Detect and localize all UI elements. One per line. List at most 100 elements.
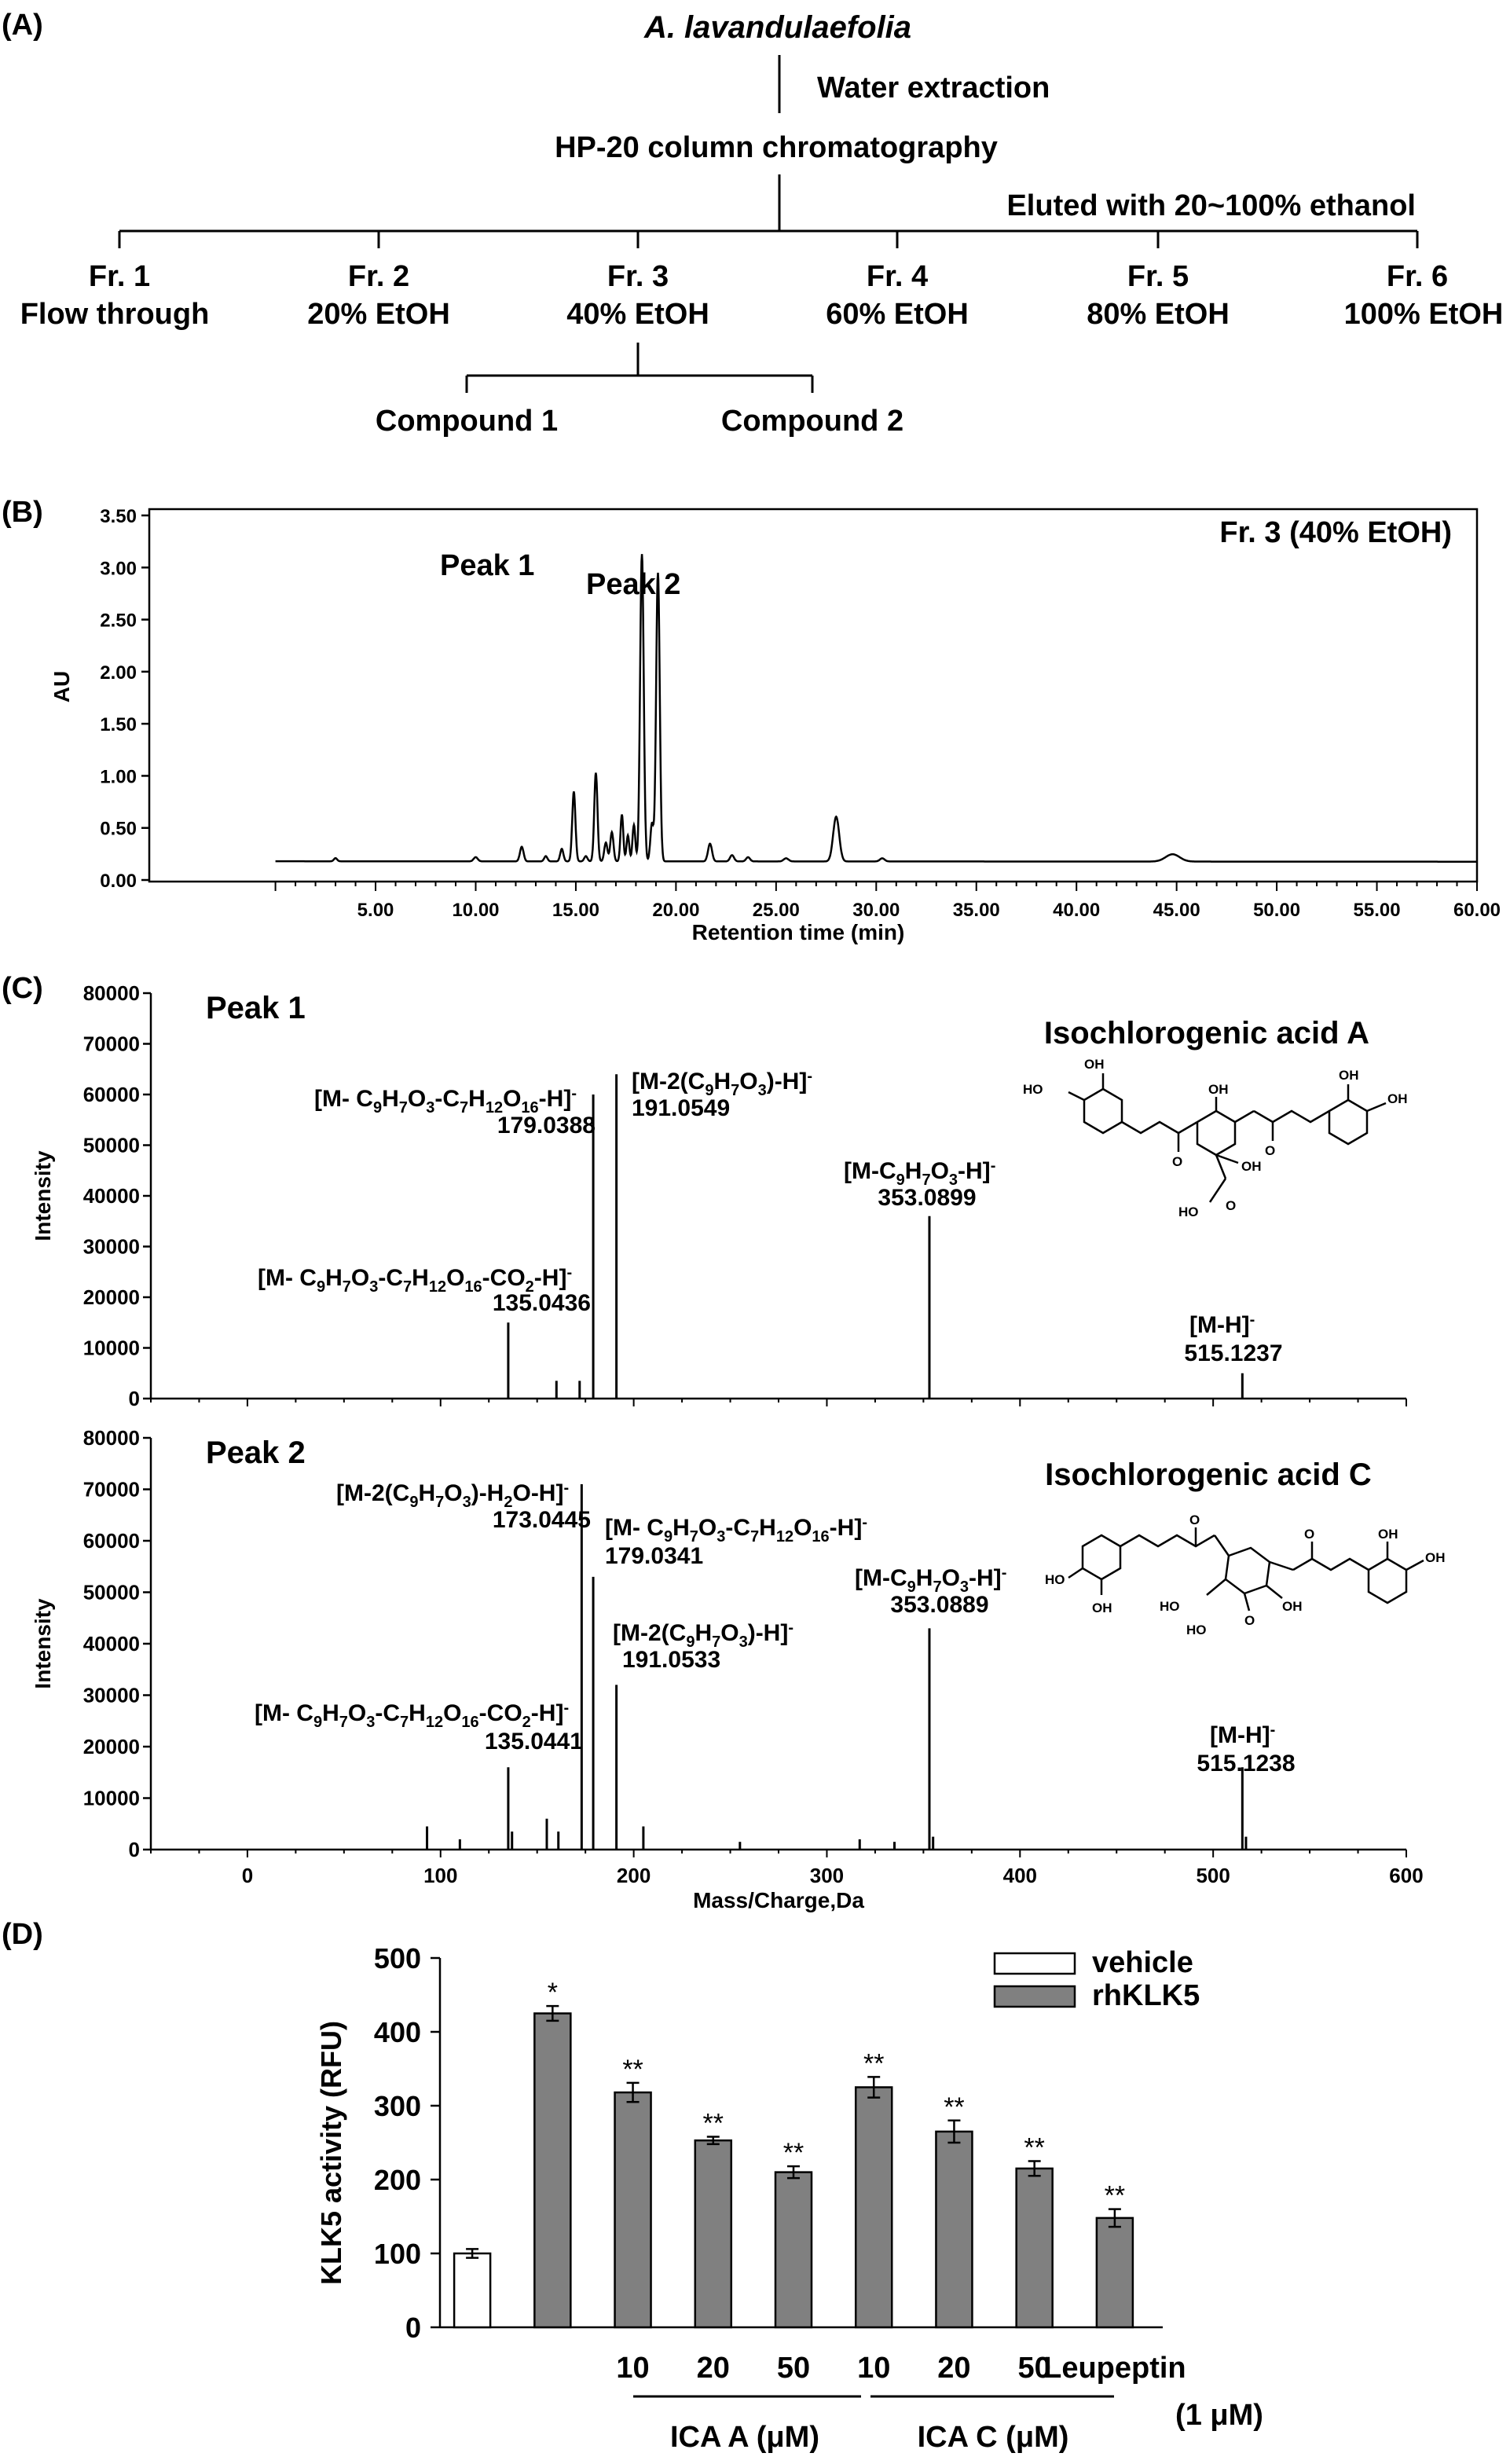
svg-text:HO: HO: [1178, 1204, 1199, 1219]
y-tick-label: 20000: [83, 1735, 140, 1758]
ion-label-179: [M- C9H7O3-C7H12O16-H]- 179.0388: [314, 1085, 596, 1138]
ion-value: 191.0533: [622, 1647, 720, 1673]
compound-name: Isochlorogenic acid C: [1045, 1458, 1372, 1492]
peak-label: Peak 2: [206, 1436, 306, 1470]
legend-label-vehicle: vehicle: [1092, 1946, 1193, 1979]
ion-value: 179.0341: [605, 1543, 703, 1569]
significance-marker: **: [863, 2048, 884, 2078]
y-axis-label: KLK5 activity (RFU): [315, 2021, 347, 2285]
svg-text:HO: HO: [1023, 1082, 1043, 1097]
ion-value: 191.0549: [632, 1095, 730, 1121]
x-tick-label: 60.00: [1453, 900, 1501, 921]
legend-swatch-vehicle: [993, 1952, 1076, 1975]
annotation-peak-2: Peak 2: [586, 568, 680, 601]
y-tick-label: 80000: [83, 1426, 140, 1450]
category-label: Leupeptin: [1043, 2352, 1186, 2385]
compound-2: Compound 2: [721, 405, 903, 438]
step-hp20: HP-20 column chromatography: [555, 131, 998, 164]
legend: vehicle rhKLK5: [993, 1946, 1200, 2012]
svg-text:[M- C9H7O3-C7H12O16-H]-: [M- C9H7O3-C7H12O16-H]-: [605, 1514, 867, 1546]
svg-text:[M-2(C9H7O3)-H]-: [M-2(C9H7O3)-H]-: [632, 1068, 812, 1099]
fraction-ticks: [118, 231, 1419, 248]
y-tick-label: 60000: [83, 1529, 140, 1553]
fraction-desc: 80% EtOH: [1087, 298, 1230, 331]
ion-label-179b: [M- C9H7O3-C7H12O16-H]- 179.0341: [605, 1514, 867, 1569]
structure-isochlorogenic-acid-c: HO OH O HO HO O OH O OH OH: [1045, 1512, 1446, 1637]
y-tick-label: 200: [374, 2164, 421, 2196]
svg-text:OH: OH: [1378, 1527, 1398, 1542]
fraction-desc: 40% EtOH: [566, 298, 709, 331]
ion-value: 515.1238: [1197, 1751, 1295, 1776]
panel-b: (B) Fr. 3 (40% EtOH) Peak 1 Peak 2 AU Re…: [2, 496, 1501, 944]
svg-text:[M- C9H7O3-C7H12O16-H]-: [M- C9H7O3-C7H12O16-H]-: [314, 1085, 577, 1116]
y-tick-label: 70000: [83, 1032, 140, 1056]
ion-label-135b: [M- C9H7O3-C7H12O16-CO2-H]- 135.0441: [255, 1700, 583, 1754]
y-tick-label: 60000: [83, 1083, 140, 1106]
y-tick-label: 80000: [83, 981, 140, 1005]
x-axis-label: Retention time (min): [692, 920, 905, 944]
y-tick-label: 3.00: [100, 558, 137, 579]
annotation-peak-1: Peak 1: [440, 549, 534, 582]
peak-label: Peak 1: [206, 991, 306, 1025]
legend-swatch-rhklk5: [993, 1985, 1076, 2008]
ion-label-353b: [M-C9H7O3-H]- 353.0889: [855, 1564, 1006, 1618]
x-tick-label: 5.00: [357, 900, 394, 921]
significance-marker: **: [703, 2108, 724, 2138]
ion-label-353: [M-C9H7O3-H]- 353.0899: [844, 1157, 995, 1211]
ms-spectrum-peak-1: 0 10000 20000 30000 40000 50000 60000 70000 8000…: [31, 981, 1407, 1410]
x-tick-label: 400: [1003, 1864, 1037, 1887]
x-tick-label: 20.00: [652, 900, 699, 921]
fraction-labels: Fr. 1 Flow through Fr. 2 20% EtOH Fr. 3 …: [20, 260, 1504, 331]
ion-value: 353.0899: [878, 1185, 976, 1211]
elution-note: Eluted with 20~100% ethanol: [1006, 189, 1416, 222]
x-tick-label: 30.00: [852, 900, 900, 921]
svg-text:[M-C9H7O3-H]-: [M-C9H7O3-H]-: [844, 1157, 995, 1189]
fraction-desc: 60% EtOH: [826, 298, 969, 331]
y-tick-label: 50000: [83, 1581, 140, 1604]
bar: [935, 2130, 973, 2329]
svg-text:[M-H]-: [M-H]-: [1210, 1722, 1275, 1748]
svg-text:[M-C9H7O3-H]-: [M-C9H7O3-H]-: [855, 1564, 1006, 1596]
panel-a-label: (A): [2, 9, 43, 42]
svg-text:O: O: [1226, 1198, 1236, 1213]
svg-text:O: O: [1244, 1613, 1255, 1628]
significance-marker: **: [622, 2055, 643, 2084]
svg-text:OH: OH: [1092, 1600, 1112, 1615]
x-tick-label: 35.00: [953, 900, 1000, 921]
x-tick-label: 200: [617, 1864, 651, 1887]
fraction-name: Fr. 3: [607, 260, 669, 293]
fraction-name: Fr. 5: [1127, 260, 1189, 293]
x-tick-label: 100: [423, 1864, 457, 1887]
svg-text:O: O: [1189, 1512, 1200, 1527]
compound-name: Isochlorogenic acid A: [1044, 1016, 1369, 1050]
svg-text:O: O: [1172, 1154, 1182, 1169]
fraction-name: Fr. 4: [867, 260, 928, 293]
y-tick-label: 0.50: [100, 819, 137, 840]
svg-text:[M-2(C9H7O3)-H]-: [M-2(C9H7O3)-H]-: [613, 1619, 793, 1651]
bar: [1095, 2216, 1134, 2329]
y-tick-label: 30000: [83, 1235, 140, 1259]
panel-a: (A) A. lavandulaefolia Water extraction …: [2, 9, 1503, 438]
svg-text:[M- C9H7O3-C7H12O16-CO2-H]-: [M- C9H7O3-C7H12O16-CO2-H]-: [258, 1264, 572, 1296]
compound-1: Compound 1: [376, 405, 558, 438]
fraction-name: Fr. 1: [89, 260, 150, 293]
svg-text:OH: OH: [1084, 1057, 1105, 1072]
svg-text:OH: OH: [1339, 1068, 1359, 1083]
svg-text:HO: HO: [1160, 1599, 1180, 1614]
y-tick-label: 3.50: [100, 506, 137, 527]
svg-text:OH: OH: [1387, 1091, 1408, 1106]
x-tick-label: 45.00: [1153, 900, 1200, 921]
y-axis-label: Intensity: [31, 1150, 55, 1241]
fraction-desc: Flow through: [20, 298, 210, 331]
bar: [694, 2139, 733, 2329]
fraction-name: Fr. 2: [348, 260, 409, 293]
category-label: 50: [777, 2352, 810, 2385]
ion-label-135: [M- C9H7O3-C7H12O16-CO2-H]- 135.0436: [258, 1264, 591, 1316]
bar: [854, 2086, 893, 2329]
group-label-ica-c: ICA C (μM): [918, 2421, 1069, 2454]
bar: [774, 2171, 813, 2329]
panel-d-label: (D): [2, 1918, 43, 1951]
category-label: 50: [1018, 2352, 1051, 2385]
y-tick-label: 300: [374, 2090, 421, 2122]
